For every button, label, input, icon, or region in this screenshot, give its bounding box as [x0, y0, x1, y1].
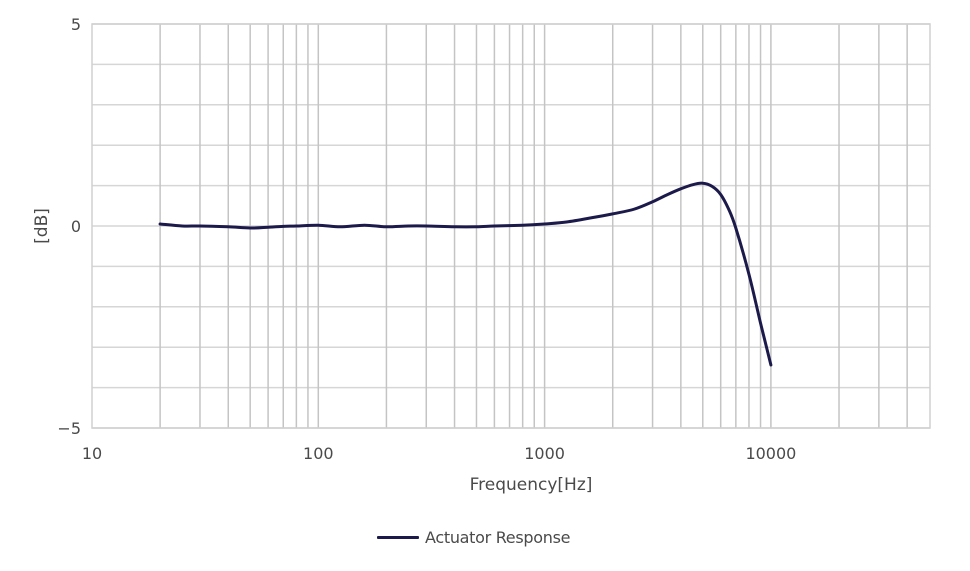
legend-swatch-actuator-response: [377, 536, 419, 539]
x-axis-title: Frequency[Hz]: [470, 475, 593, 495]
y-axis-title: [dB]: [32, 208, 52, 244]
legend: Actuator Response: [377, 528, 570, 547]
x-tick-label: 10: [82, 444, 102, 463]
y-tick-label: 5: [71, 15, 81, 34]
actuator-response-line: [158, 181, 773, 367]
y-tick-label: 0: [71, 217, 81, 236]
y-axis-ticks: 5 0 −5: [57, 15, 81, 438]
x-tick-label: 100: [303, 444, 334, 463]
x-tick-label: 1000: [524, 444, 565, 463]
x-axis-ticks: 10 100 1000 10000: [82, 444, 797, 463]
plot-frame: [91, 23, 931, 429]
x-tick-label: 10000: [745, 444, 796, 463]
y-tick-label: −5: [57, 419, 81, 438]
legend-label: Actuator Response: [425, 528, 571, 547]
